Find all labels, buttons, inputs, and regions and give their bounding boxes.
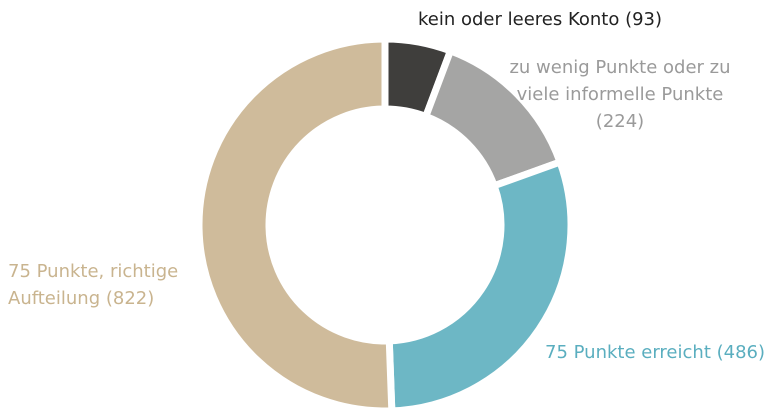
donut-slice (385, 157, 575, 408)
slice-label: kein oder leeres Konto (93) (418, 9, 663, 30)
slice-label: 75 Punkte, richtige Aufteilung (822) (8, 261, 179, 309)
slice-label: 75 Punkte erreicht (486) (545, 342, 765, 363)
slice-label: zu wenig Punkte oder zu viele informelle… (509, 57, 731, 132)
donut-slice (195, 35, 396, 408)
